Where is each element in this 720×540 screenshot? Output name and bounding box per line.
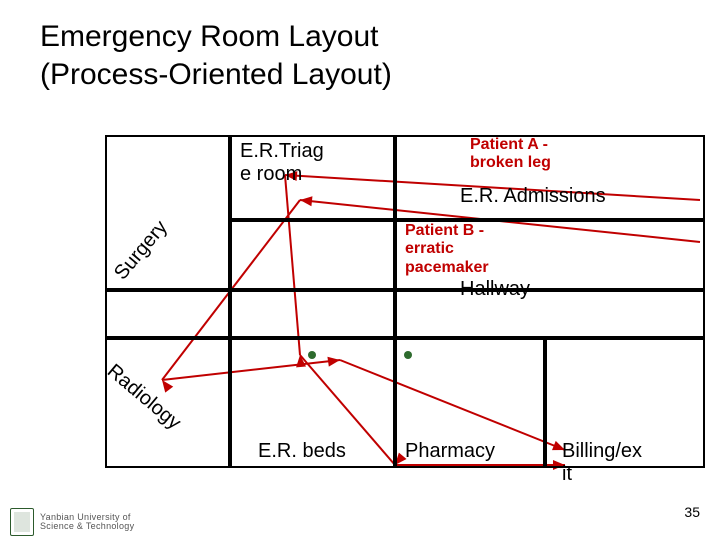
footer-text: Yanbian University of Science & Technolo… bbox=[40, 513, 134, 532]
label-triage: E.R.Triag e room bbox=[240, 140, 324, 186]
floorplan-diagram: SurgeryRadiologyE.R.Triag e roomE.R. Adm… bbox=[0, 0, 720, 540]
label-pharmacy: Pharmacy bbox=[405, 440, 495, 463]
room-hallway-l bbox=[230, 220, 395, 290]
room-gap-mid bbox=[230, 290, 395, 338]
page-number: 35 bbox=[684, 504, 700, 520]
footer: Yanbian University of Science & Technolo… bbox=[10, 508, 134, 536]
room-gap-left bbox=[105, 290, 230, 338]
label-billing: Billing/ex it bbox=[562, 440, 642, 486]
label-patient_a: Patient A - broken leg bbox=[470, 136, 551, 173]
label-patient_b: Patient B - erratic pacemaker bbox=[405, 222, 489, 277]
university-logo-icon bbox=[10, 508, 34, 536]
label-hallway: Hallway bbox=[460, 278, 530, 301]
label-erbeds: E.R. beds bbox=[258, 440, 346, 463]
room-gap-right bbox=[395, 290, 705, 338]
label-admissions: E.R. Admissions bbox=[460, 185, 606, 208]
